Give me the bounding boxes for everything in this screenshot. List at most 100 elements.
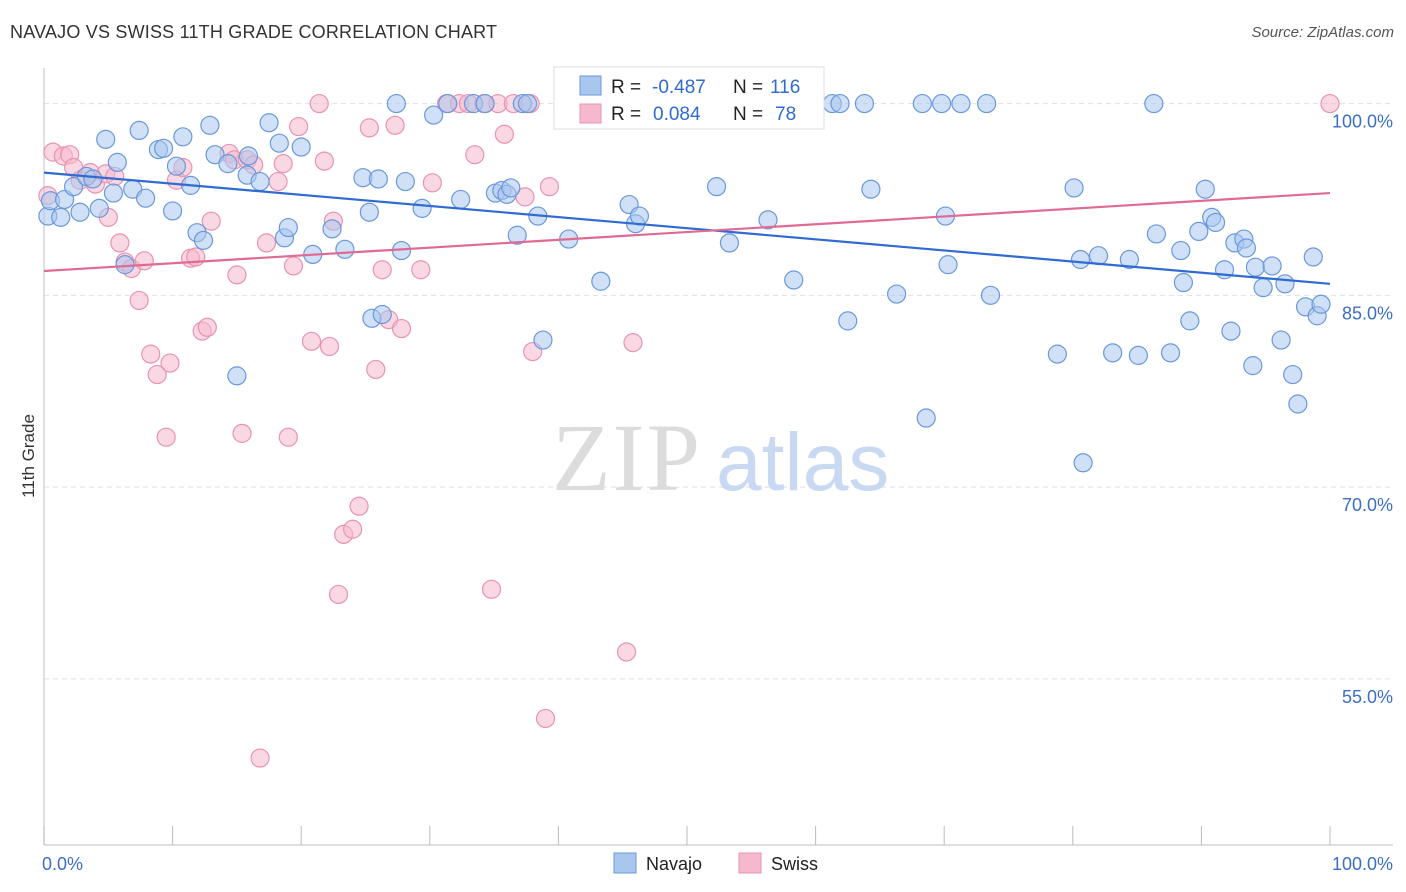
- navajo-point-23: [193, 230, 214, 250]
- navajo-point-112: [1262, 256, 1282, 276]
- swiss-point-19: [160, 353, 180, 373]
- stats-swatch-navajo: [579, 75, 602, 96]
- navajo-point-120: [1311, 294, 1331, 314]
- navajo-point-75: [854, 93, 875, 114]
- y-tick-label-2: 70.0%: [1342, 495, 1393, 515]
- stats-swatch-swiss: [579, 103, 602, 124]
- navajo-point-19: [166, 156, 187, 176]
- swiss-point-17: [147, 364, 167, 385]
- swiss-point-35: [268, 171, 288, 192]
- navajo-point-27: [227, 366, 247, 386]
- navajo-point-85: [980, 285, 1001, 305]
- navajo-point-71: [784, 270, 804, 290]
- swiss-point-69: [535, 708, 556, 729]
- swiss-point-40: [301, 331, 322, 351]
- navajo-point-108: [1236, 238, 1257, 258]
- swiss-point-48: [349, 496, 369, 516]
- swiss-point-18: [156, 427, 176, 447]
- stats-n-label-swiss: N =: [733, 104, 763, 125]
- stats-r-label-navajo: R =: [611, 77, 641, 98]
- navajo-point-74: [838, 311, 858, 331]
- swiss-point-60: [465, 145, 485, 165]
- swiss-point-38: [283, 256, 304, 276]
- navajo-point-52: [475, 93, 495, 114]
- swiss-point-26: [201, 211, 221, 231]
- navajo-point-91: [1103, 343, 1123, 363]
- navajo-point-14: [129, 120, 149, 141]
- navajo-point-34: [278, 217, 298, 238]
- navajo-point-118: [1303, 247, 1323, 267]
- swiss-point-29: [227, 265, 247, 285]
- navajo-point-35: [291, 137, 311, 157]
- y-tick-label-1: 85.0%: [1342, 303, 1393, 323]
- navajo-point-49: [438, 93, 458, 114]
- navajo-point-77: [887, 284, 907, 304]
- navajo-point-103: [1205, 212, 1226, 233]
- navajo-point-109: [1243, 356, 1263, 376]
- navajo-point-87: [1064, 178, 1084, 198]
- navajo-point-9: [96, 129, 116, 149]
- swiss-point-64: [494, 124, 514, 144]
- chart-title: NAVAJO VS SWISS 11TH GRADE CORRELATION C…: [10, 22, 498, 42]
- navajo-point-56: [501, 178, 521, 198]
- stats-n-value-swiss: 78: [775, 104, 796, 125]
- swiss-point-37: [278, 427, 298, 447]
- legend-label-navajo: Navajo: [646, 854, 702, 874]
- navajo-point-26: [218, 154, 238, 174]
- navajo-point-73: [830, 93, 850, 114]
- stats-r-label-swiss: R =: [611, 104, 641, 125]
- navajo-point-8: [89, 198, 109, 218]
- navajo-point-60: [533, 330, 553, 350]
- navajo-point-111: [1253, 278, 1273, 298]
- navajo-point-66: [629, 206, 650, 226]
- swiss-point-16: [141, 344, 161, 364]
- legend: Navajo Swiss: [613, 852, 818, 874]
- navajo-point-98: [1173, 272, 1193, 293]
- swiss-point-77: [1320, 93, 1340, 114]
- stats-n-label-navajo: N =: [733, 77, 763, 98]
- swiss-point-55: [411, 260, 431, 280]
- navajo-point-18: [163, 201, 183, 221]
- swiss-point-49: [359, 118, 379, 138]
- swiss-point-33: [250, 748, 270, 768]
- swiss-point-39: [289, 116, 309, 137]
- y-axis-label: 11th Grade: [19, 414, 38, 498]
- navajo-point-88: [1070, 249, 1091, 270]
- navajo-point-69: [719, 233, 740, 253]
- stats-r-value-navajo: -0.487: [652, 77, 706, 98]
- navajo-point-116: [1288, 394, 1308, 414]
- navajo-point-80: [932, 93, 952, 114]
- navajo-point-95: [1146, 224, 1166, 244]
- navajo-point-93: [1128, 345, 1148, 365]
- swiss-point-15: [134, 251, 154, 271]
- navajo-point-15: [135, 188, 156, 208]
- navajo-point-29: [238, 146, 259, 166]
- navajo-point-68: [706, 177, 727, 197]
- swiss-point-70: [539, 177, 559, 197]
- navajo-point-70: [758, 210, 778, 230]
- legend-swatch-navajo: [613, 852, 637, 874]
- navajo-point-84: [977, 93, 997, 114]
- navajo-point-20: [173, 127, 193, 147]
- navajo-point-17: [153, 138, 174, 158]
- navajo-point-78: [912, 93, 932, 114]
- navajo-point-113: [1271, 330, 1291, 350]
- swiss-trend-line: [43, 191, 1331, 273]
- navajo-point-2: [51, 207, 71, 227]
- trend-lines: [43, 171, 1331, 285]
- navajo-point-83: [951, 93, 971, 114]
- navajo-point-63: [591, 271, 611, 291]
- navajo-point-10: [103, 183, 124, 203]
- stats-r-value-swiss: 0.084: [653, 104, 701, 125]
- swiss-point-41: [309, 93, 329, 114]
- navajo-point-31: [259, 113, 279, 133]
- navajo-point-86: [1047, 344, 1067, 364]
- swiss-point-36: [273, 154, 293, 174]
- stats-box: R = -0.487 N = 116 R = 0.084 N = 78: [553, 66, 825, 130]
- swiss-point-47: [343, 519, 363, 539]
- swiss-point-30: [232, 423, 252, 443]
- navajo-point-59: [517, 93, 538, 114]
- swiss-point-62: [481, 579, 502, 599]
- x-ticks: [43, 826, 1331, 845]
- x-tick-label-1: 100.0%: [1332, 854, 1393, 874]
